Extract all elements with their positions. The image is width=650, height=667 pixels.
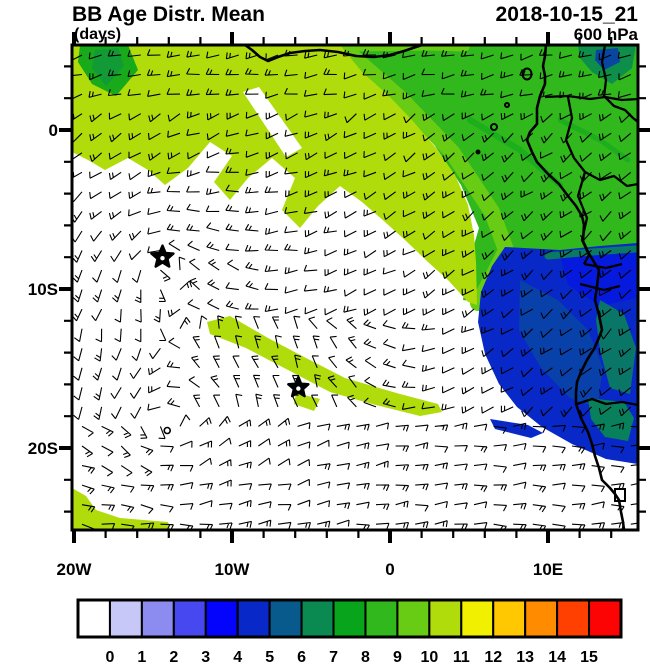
country-border — [583, 262, 623, 270]
y-axis-label: 0 — [49, 121, 58, 140]
colorbar-box — [268, 599, 303, 638]
plot-datetime: 2018-10-15_21 — [495, 3, 638, 26]
colorbar-label: 3 — [201, 649, 210, 666]
x-axis-label: 0 — [385, 560, 394, 579]
colorbar-label: 13 — [516, 649, 534, 666]
colorbar-label: 14 — [548, 649, 566, 666]
colorbar-box — [108, 599, 143, 638]
shaded-region — [243, 87, 302, 157]
colorbar-box — [556, 599, 591, 638]
colorbar-label: 15 — [580, 649, 598, 666]
coastline-layer — [244, 45, 638, 530]
colorbar-box — [492, 599, 527, 638]
x-axis-label: 10W — [215, 560, 251, 579]
country-border — [604, 96, 638, 123]
colorbar-label: 1 — [137, 649, 146, 666]
coastline — [525, 45, 626, 530]
colorbar-box — [460, 599, 495, 638]
island-outline — [475, 149, 481, 155]
colorbar-label: 7 — [329, 649, 338, 666]
star-marker-core — [160, 256, 165, 261]
shaded-region — [207, 316, 442, 416]
colorbar-frame — [76, 598, 623, 639]
shaded-region — [544, 245, 638, 260]
shaded-region — [519, 280, 603, 408]
shaded-region — [490, 419, 543, 438]
y-axis-label: 20S — [28, 439, 58, 458]
colorbar-box — [332, 599, 367, 638]
coastline — [244, 45, 423, 63]
y-axis-label: 10S — [28, 280, 58, 299]
colorbar-label: 10 — [420, 649, 438, 666]
plot-title: BB Age Distr. Mean — [72, 3, 265, 26]
x-axis-label: 20W — [57, 560, 93, 579]
colorbar: 0 1 2 3 4 5 6 7 8 9 10 11 12 13 14 15 — [76, 598, 623, 666]
island-outline — [521, 67, 533, 81]
minor-ticks — [64, 37, 646, 538]
island-outline — [490, 123, 498, 131]
colorbar-label: 11 — [453, 649, 470, 666]
country-border — [576, 397, 638, 407]
country-border — [600, 45, 608, 98]
colorbar-box — [524, 599, 559, 638]
circle-marker — [163, 426, 172, 435]
island-outline — [504, 102, 510, 108]
colorbar-box — [236, 599, 271, 638]
walvis-bay-outline — [614, 488, 626, 502]
colorbar-label: 0 — [105, 649, 114, 666]
major-ticks — [59, 32, 650, 543]
colorbar-box — [588, 599, 623, 638]
colorbar-box — [172, 599, 207, 638]
country-border — [579, 282, 621, 292]
x-axis-label: 10E — [533, 560, 563, 579]
wind-barbs — [72, 48, 638, 530]
colorbar-box — [300, 599, 335, 638]
units-label: (days) — [74, 26, 122, 43]
shaded-region — [595, 48, 620, 70]
colorbar-label: 2 — [169, 649, 178, 666]
colorbar-label: 12 — [484, 649, 502, 666]
map-interior — [72, 45, 638, 530]
colorbar-box — [204, 599, 239, 638]
colorbar-box — [77, 599, 111, 638]
colorbar-box — [396, 599, 431, 638]
star-marker-core — [296, 386, 301, 391]
shaded-region — [72, 45, 477, 305]
colorbar-label: 8 — [361, 649, 370, 666]
colorbar-label: 9 — [393, 649, 402, 666]
shaded-region — [294, 393, 320, 411]
shaded-region — [72, 488, 170, 530]
colorbar-box — [428, 599, 463, 638]
colorbar-label: 5 — [265, 649, 274, 666]
shading-layer — [72, 45, 638, 530]
shaded-region — [92, 48, 124, 86]
colorbar-label: 6 — [297, 649, 306, 666]
country-border — [576, 171, 591, 265]
colorbar-label: 4 — [233, 649, 242, 666]
colorbar-box — [364, 599, 399, 638]
pressure-level-label: 600 hPa — [573, 25, 638, 44]
colorbar-box — [140, 599, 175, 638]
